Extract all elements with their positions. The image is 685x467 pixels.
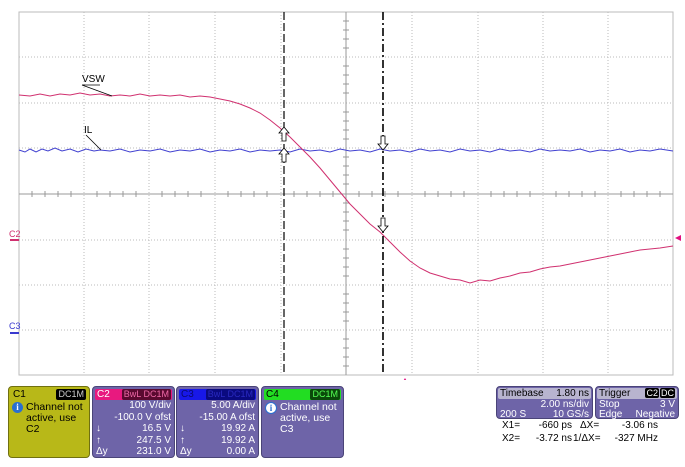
- channel-c3-panel[interactable]: C3 BwL DC1M 5.00 A/div -15.00 A ofst ↓ 19…: [176, 386, 259, 458]
- waveform-display[interactable]: VSW IL C2 C3: [0, 0, 685, 383]
- x1-label: X1=: [502, 420, 521, 431]
- c1-msg-1: Channel not: [26, 401, 83, 413]
- down-arrow-icon: ↓: [96, 423, 101, 434]
- c3-offset: -15.00 A ofst: [199, 411, 255, 423]
- down-arrow-icon: ↓: [180, 423, 185, 434]
- delta-y-label: Δy: [96, 446, 108, 457]
- il-trace: [18, 147, 674, 153]
- trigger-title: Trigger: [599, 388, 631, 399]
- c1-coupling-badge: DC1M: [56, 389, 86, 400]
- timebase-rate: 10 GS/s: [552, 409, 589, 420]
- trigger-mode: Stop: [599, 399, 620, 410]
- trigger-type: Edge: [599, 409, 623, 420]
- c1-name: C1: [13, 389, 26, 400]
- c3-coupling-badge: BwL DC1M: [205, 389, 255, 400]
- timebase-title: Timebase: [500, 388, 544, 399]
- c3-name: C3: [181, 389, 194, 400]
- c2-vdiv: 100 V/div: [129, 400, 171, 411]
- vsw-label: VSW: [82, 74, 105, 85]
- inv-dx-label: 1/ΔX=: [573, 433, 601, 444]
- timebase-samples: 200 S: [500, 409, 527, 420]
- c2-offset: -100.0 V ofst: [114, 411, 171, 423]
- c3-cursor2-value: 19.92 A: [221, 434, 255, 446]
- up-arrow-icon: ↑: [180, 434, 185, 446]
- trigger-panel[interactable]: Trigger C2 DC Stop 3 V Edge Negative: [595, 386, 679, 420]
- c4-name: C4: [266, 389, 279, 400]
- up-arrow-icon: ↑: [96, 434, 101, 446]
- c2-name: C2: [97, 389, 110, 400]
- timebase-panel[interactable]: Timebase 1.80 ns 2.00 ns/div 200 S 10 GS/s: [496, 386, 593, 420]
- x2-label: X2=: [502, 433, 521, 444]
- trigger-coupling-badge: DC: [660, 388, 675, 398]
- timebase-delay: 1.80 ns: [556, 388, 589, 399]
- il-label: IL: [84, 125, 93, 136]
- channel-c4-panel[interactable]: C4 DC1M i Channel not active, use C3: [261, 386, 344, 458]
- vsw-trace: [18, 92, 674, 284]
- c1-msg-2: active, use: [26, 412, 77, 424]
- timebase-tdiv: 2.00 ns/div: [540, 399, 589, 410]
- info-icon: i: [12, 402, 23, 413]
- inv-dx-value: -327 MHz: [614, 433, 658, 444]
- x2-value: -3.72 ns: [535, 433, 572, 444]
- c4-msg-3: C3: [280, 423, 294, 435]
- c4-coupling-badge: DC1M: [310, 389, 340, 400]
- c2-cursor1-value: 16.5 V: [142, 423, 171, 434]
- trigger-level: 3 V: [659, 399, 675, 410]
- dx-value: -3.06 ns: [621, 420, 658, 431]
- c2-coupling-badge: BwL DC1M: [121, 389, 171, 400]
- c2-offset-marker[interactable]: C2: [9, 229, 21, 239]
- waveform-grid: [10, 11, 681, 383]
- channel-c2-panel[interactable]: C2 BwL DC1M 100 V/div -100.0 V ofst ↓ 16.…: [92, 386, 175, 458]
- c4-msg-1: Channel not: [280, 401, 337, 413]
- trigger-source-badge: C2: [645, 388, 659, 398]
- c2-delta-y: 231.0 V: [136, 446, 171, 457]
- c3-offset-marker[interactable]: C3: [9, 321, 21, 331]
- c3-vdiv: 5.00 A/div: [211, 400, 255, 411]
- c3-delta-y: 0.00 A: [226, 446, 255, 457]
- x1-value: -660 ps: [538, 420, 572, 431]
- info-icon: i: [265, 402, 277, 414]
- dx-label: ΔX=: [580, 420, 600, 431]
- c4-msg-2: active, use: [280, 412, 331, 424]
- delta-y-label: Δy: [180, 446, 192, 457]
- c1-msg-3: C2: [26, 423, 40, 435]
- trigger-slope: Negative: [635, 409, 675, 420]
- c2-cursor2-value: 247.5 V: [136, 434, 171, 446]
- channel-c1-panel[interactable]: C1 DC1M i Channel not active, use C2: [8, 386, 90, 458]
- c3-cursor1-value: 19.92 A: [221, 423, 255, 434]
